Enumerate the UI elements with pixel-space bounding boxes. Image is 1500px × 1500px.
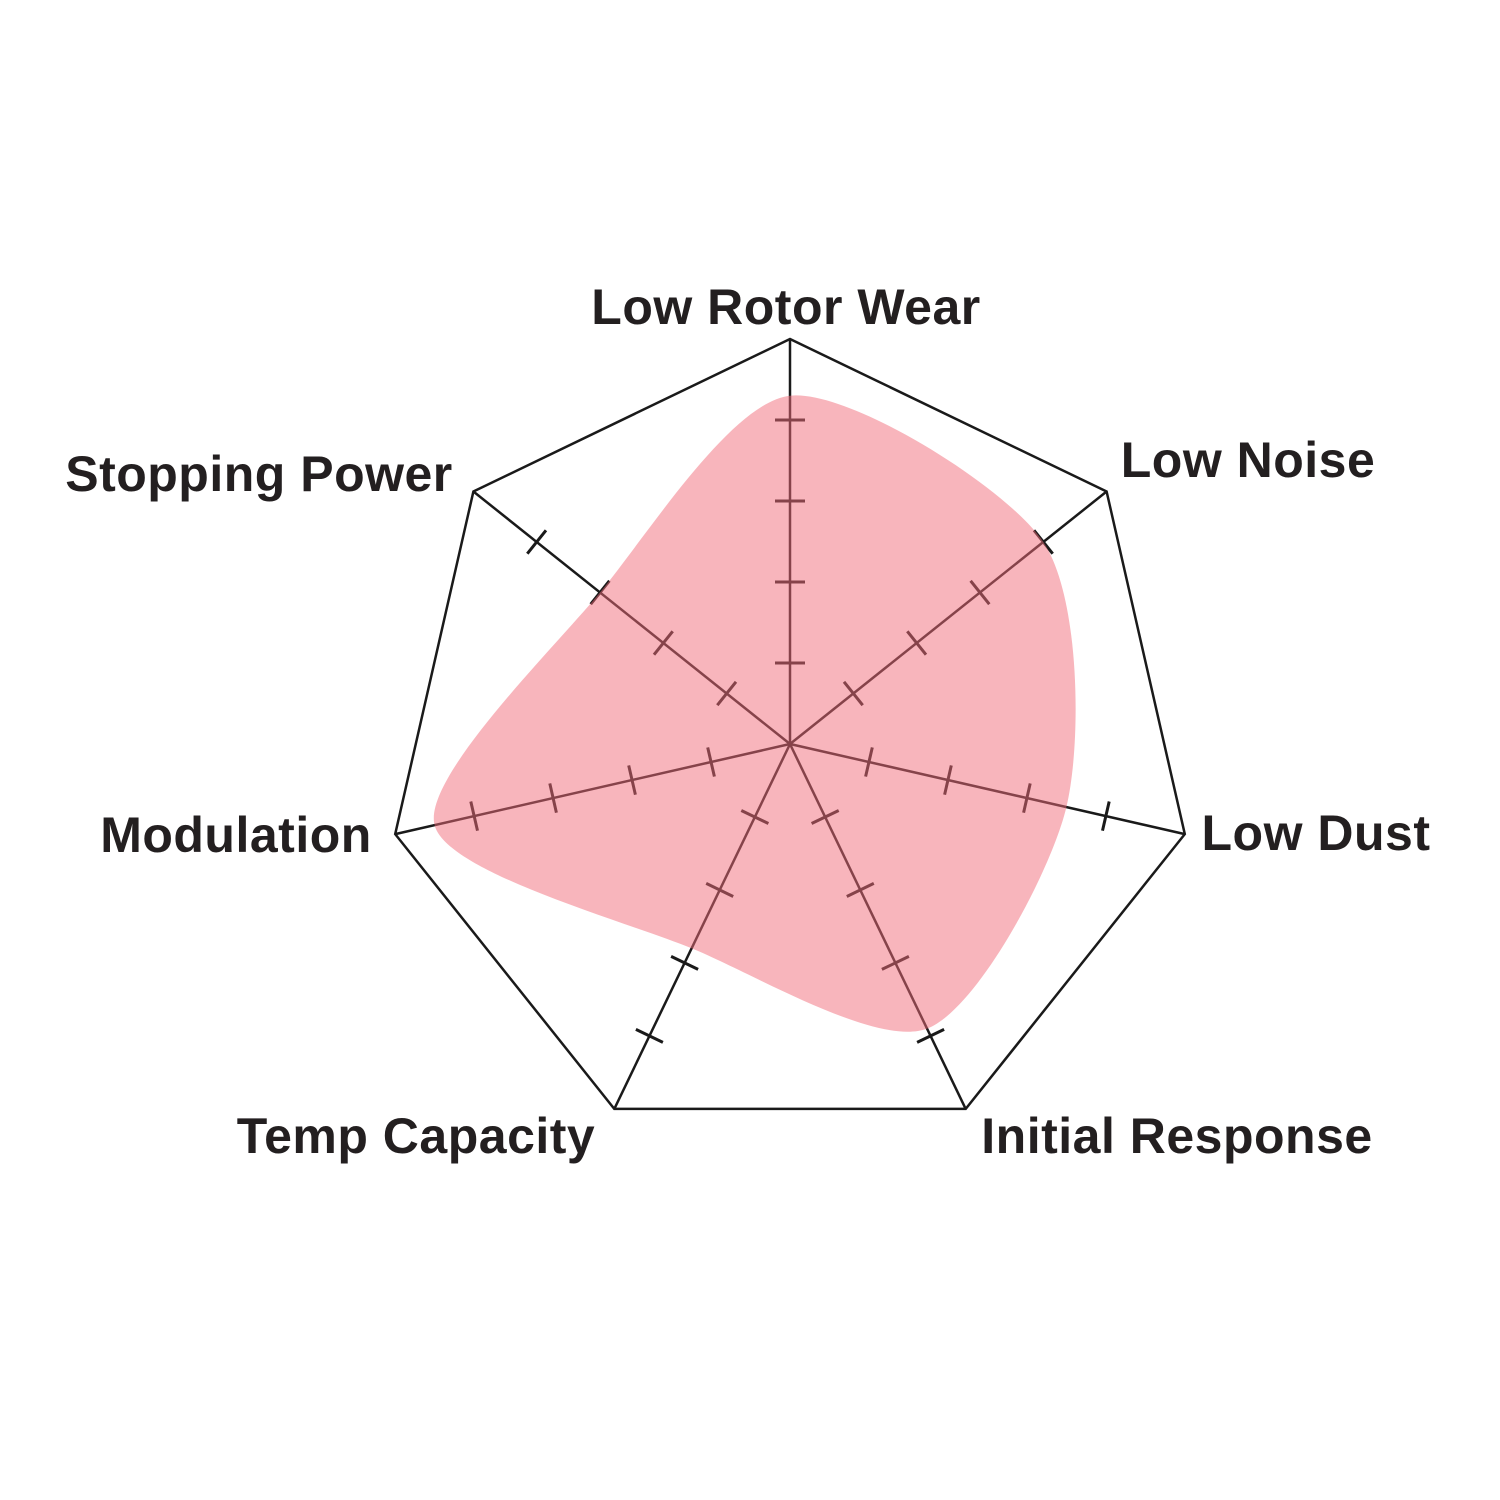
axis-label-low-dust: Low Dust bbox=[1201, 805, 1431, 861]
radar-outline bbox=[393, 337, 1187, 1111]
axis-label-temp-capacity: Temp Capacity bbox=[236, 1108, 596, 1164]
radar-tick bbox=[526, 529, 548, 555]
axis-label-modulation: Modulation bbox=[100, 807, 372, 863]
radar-tick bbox=[1101, 801, 1111, 832]
radar-tick bbox=[635, 1028, 664, 1044]
radar-tick bbox=[916, 1028, 945, 1044]
axis-label-stopping-power: Stopping Power bbox=[65, 446, 453, 502]
radar-tick bbox=[670, 955, 699, 971]
axis-label-initial-response: Initial Response bbox=[981, 1108, 1373, 1164]
radar-data-area bbox=[433, 395, 1076, 1032]
axis-label-low-noise: Low Noise bbox=[1120, 432, 1376, 488]
axis-label-low-rotor-wear: Low Rotor Wear bbox=[591, 279, 981, 335]
